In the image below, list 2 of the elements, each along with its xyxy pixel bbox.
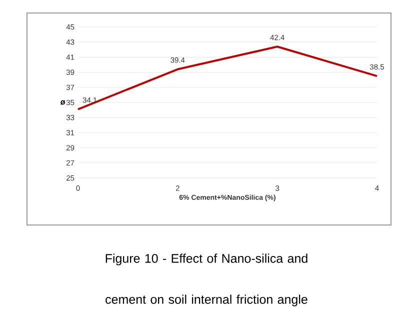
y-axis-title: ø [60,100,66,105]
text: Figure 10 - Effect of Nano-silica and cement on soil internal friction angle [106,254,308,306]
